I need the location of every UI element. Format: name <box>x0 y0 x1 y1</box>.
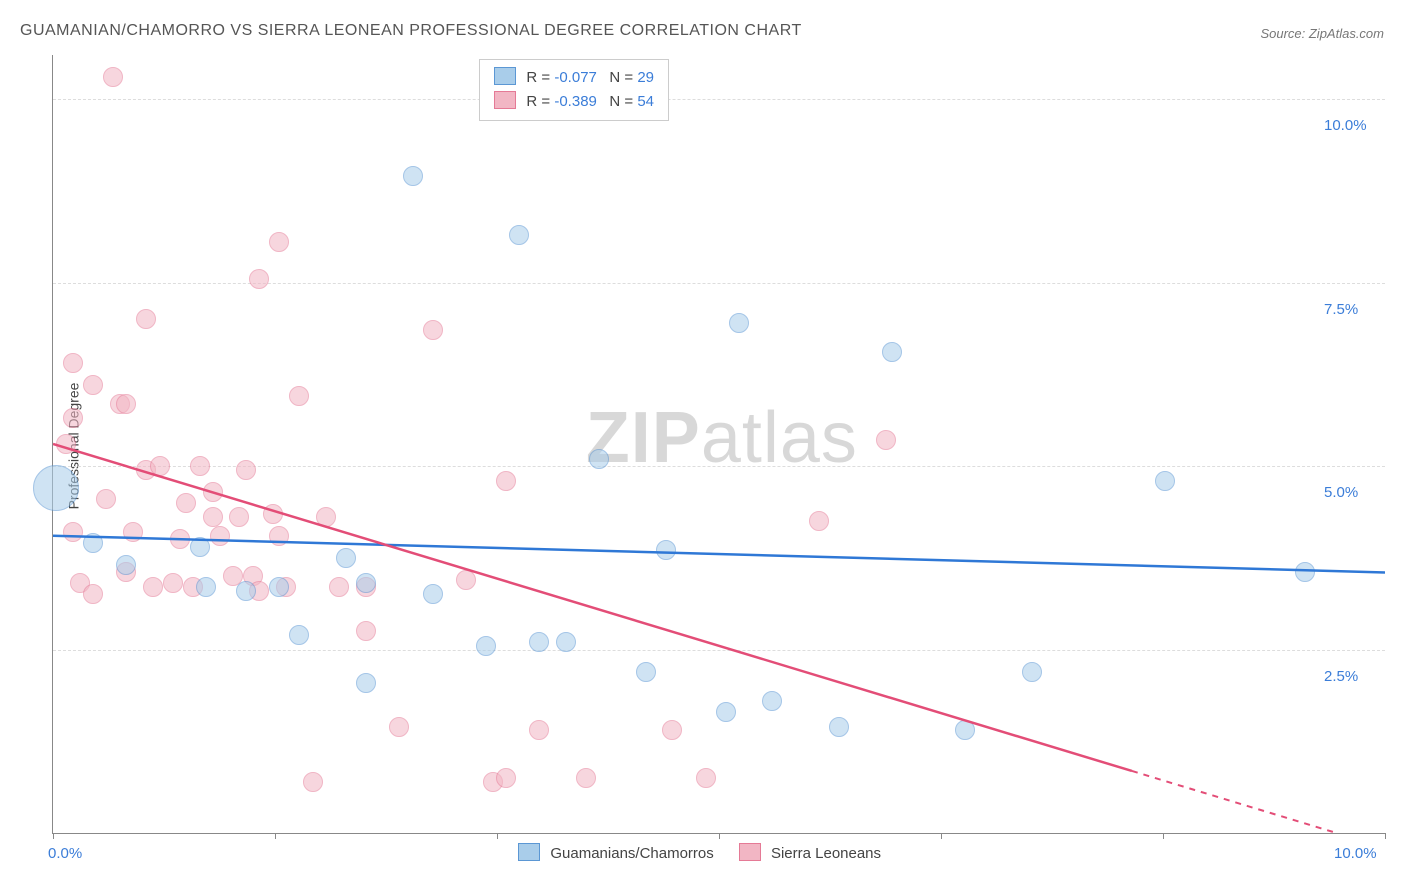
x-tick <box>719 833 720 839</box>
stats-r-2: -0.389 <box>554 93 597 110</box>
stats-swatch-2 <box>494 91 516 109</box>
source-prefix: Source: <box>1260 26 1308 41</box>
stats-row-2: R = -0.389 N = 54 <box>494 90 654 114</box>
scatter-plot-area: ZIPatlas R = -0.077 N = 29 R = -0.389 N … <box>52 55 1385 834</box>
trend-lines-svg <box>53 55 1385 833</box>
x-tick <box>497 833 498 839</box>
x-tick <box>275 833 276 839</box>
x-tick <box>1163 833 1164 839</box>
stats-swatch-1 <box>494 67 516 85</box>
stats-row-1: R = -0.077 N = 29 <box>494 66 654 90</box>
stats-n-1: 29 <box>637 69 654 86</box>
x-tick <box>53 833 54 839</box>
legend-label-2: Sierra Leoneans <box>771 845 881 862</box>
bottom-legend: Guamanians/Chamorros Sierra Leoneans <box>518 843 881 862</box>
legend-swatch-2 <box>739 843 761 861</box>
source-name: ZipAtlas.com <box>1309 26 1384 41</box>
x-tick <box>1385 833 1386 839</box>
stats-n-2: 54 <box>637 93 654 110</box>
stats-r-1: -0.077 <box>554 69 597 86</box>
stats-legend-box: R = -0.077 N = 29 R = -0.389 N = 54 <box>479 59 669 121</box>
x-tick-start: 0.0% <box>48 845 82 862</box>
chart-title: GUAMANIAN/CHAMORRO VS SIERRA LEONEAN PRO… <box>20 22 802 40</box>
legend-swatch-1 <box>518 843 540 861</box>
x-tick-end: 10.0% <box>1334 845 1377 862</box>
x-tick <box>941 833 942 839</box>
source-attribution: Source: ZipAtlas.com <box>1260 26 1384 41</box>
legend-label-1: Guamanians/Chamorros <box>550 845 713 862</box>
